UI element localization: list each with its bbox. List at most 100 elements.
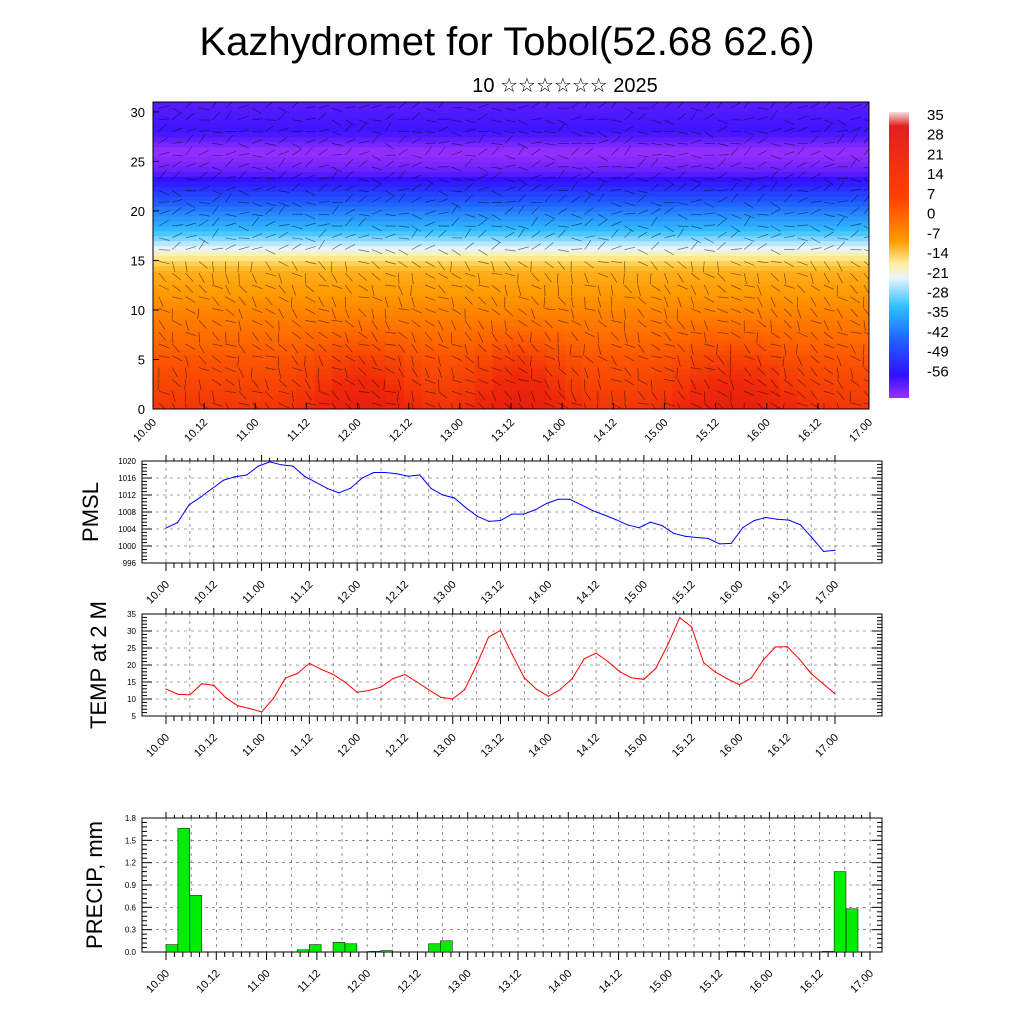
heatmap-cell [672,201,691,207]
wind-barb [265,296,273,306]
x-tick-label: 13.12 [479,732,507,760]
heatmap-cell [654,255,673,262]
heatmap-cell [564,404,584,409]
heatmap-cell [314,260,333,266]
heatmap-cell [260,240,279,247]
heatmap-cell [224,334,244,341]
heatmap-cell [403,344,423,351]
wind-barb [451,272,462,280]
wind-barb [757,355,762,367]
wind-barb [251,273,257,284]
wind-barb [504,272,516,277]
heatmap-cell [493,354,512,361]
heatmap-cell [618,295,637,301]
wind-barb [517,332,524,343]
x-tick-label: 16.00 [718,732,746,760]
heatmap-cell [618,270,637,276]
data-point [580,504,582,506]
heatmap-cell [707,329,727,336]
heatmap-cell [260,319,279,326]
heatmap-cell [367,146,387,153]
heatmap-cell [206,275,226,281]
wind-barb [158,261,170,265]
heatmap-cell [779,191,798,197]
heatmap-cell [260,339,279,346]
heatmap-cell [618,205,637,212]
wind-barb [690,367,702,370]
heatmap-cell [224,106,244,113]
heatmap-cell [188,255,208,262]
x-tick-label: 11.00 [234,417,261,444]
heatmap-cell [439,329,458,336]
heatmap-cell [511,349,530,356]
heatmap-cell [170,354,190,361]
heatmap-cell [314,369,333,375]
heatmap-cell [475,166,494,172]
heatmap-cell [170,300,190,306]
heatmap-cell [546,235,566,242]
heatmap-cell [707,235,727,242]
heatmap-cell [851,319,869,326]
wind-barb [704,212,716,215]
heatmap-cell [636,359,655,366]
heatmap-cell [511,181,530,187]
heatmap-cell [761,121,781,128]
wind-barb [383,379,386,391]
y-tick-label: 25 [127,644,136,653]
heatmap-cell [206,305,226,311]
heatmap-cell [475,215,494,222]
heatmap-cell [475,220,494,227]
x-tick-label: 17.00 [813,732,841,760]
heatmap-cell [260,235,279,242]
heatmap-cell [188,136,208,143]
heatmap-cell [582,270,602,276]
wind-barb [610,308,614,320]
heatmap-cell [528,300,548,306]
x-tick-label: 11.00 [245,968,272,995]
heatmap-cell [332,309,351,316]
heatmap-cell [493,369,512,375]
heatmap-cell [600,201,619,207]
heatmap-cell [707,191,727,197]
heatmap-cell [439,106,458,113]
heatmap-cell [564,285,584,291]
heatmap-cell [618,384,637,390]
heatmap-cell [242,191,261,197]
wind-barb [198,240,206,250]
heatmap-cell [260,260,279,266]
heatmap-cell [314,389,333,395]
heatmap-cell [654,300,673,306]
heatmap-cell [439,379,458,385]
heatmap-cell [690,220,709,227]
heatmap-cell [582,106,602,113]
heatmap-cell [367,319,387,326]
x-tick-label: 11.12 [288,579,315,606]
heatmap-cell [797,374,816,380]
heatmap-cell [475,329,494,336]
wind-barb [744,308,755,314]
heatmap-cell [672,106,691,113]
heatmap-cell [170,131,190,138]
wind-barb [744,213,755,219]
heatmap-cell [188,161,208,167]
wind-barb [212,320,222,327]
wind-barb [318,240,325,250]
wind-barb [265,402,270,409]
heatmap-cell [224,389,244,395]
heatmap-cell [511,285,530,291]
heatmap-cell [206,300,226,306]
heatmap-cell [582,389,602,395]
wind-barb [158,123,167,132]
wind-barb [411,228,418,238]
data-point [272,697,275,699]
heatmap-cell [242,305,261,311]
heatmap-cell [511,205,530,212]
wind-barb [478,284,490,288]
heatmap-cell [475,314,494,321]
heatmap-cell [582,176,602,182]
heatmap-cell [457,250,476,257]
wind-barb [863,236,869,239]
heatmap-cell [385,394,405,400]
heatmap-cell [403,186,423,192]
heatmap-cell [636,245,655,252]
